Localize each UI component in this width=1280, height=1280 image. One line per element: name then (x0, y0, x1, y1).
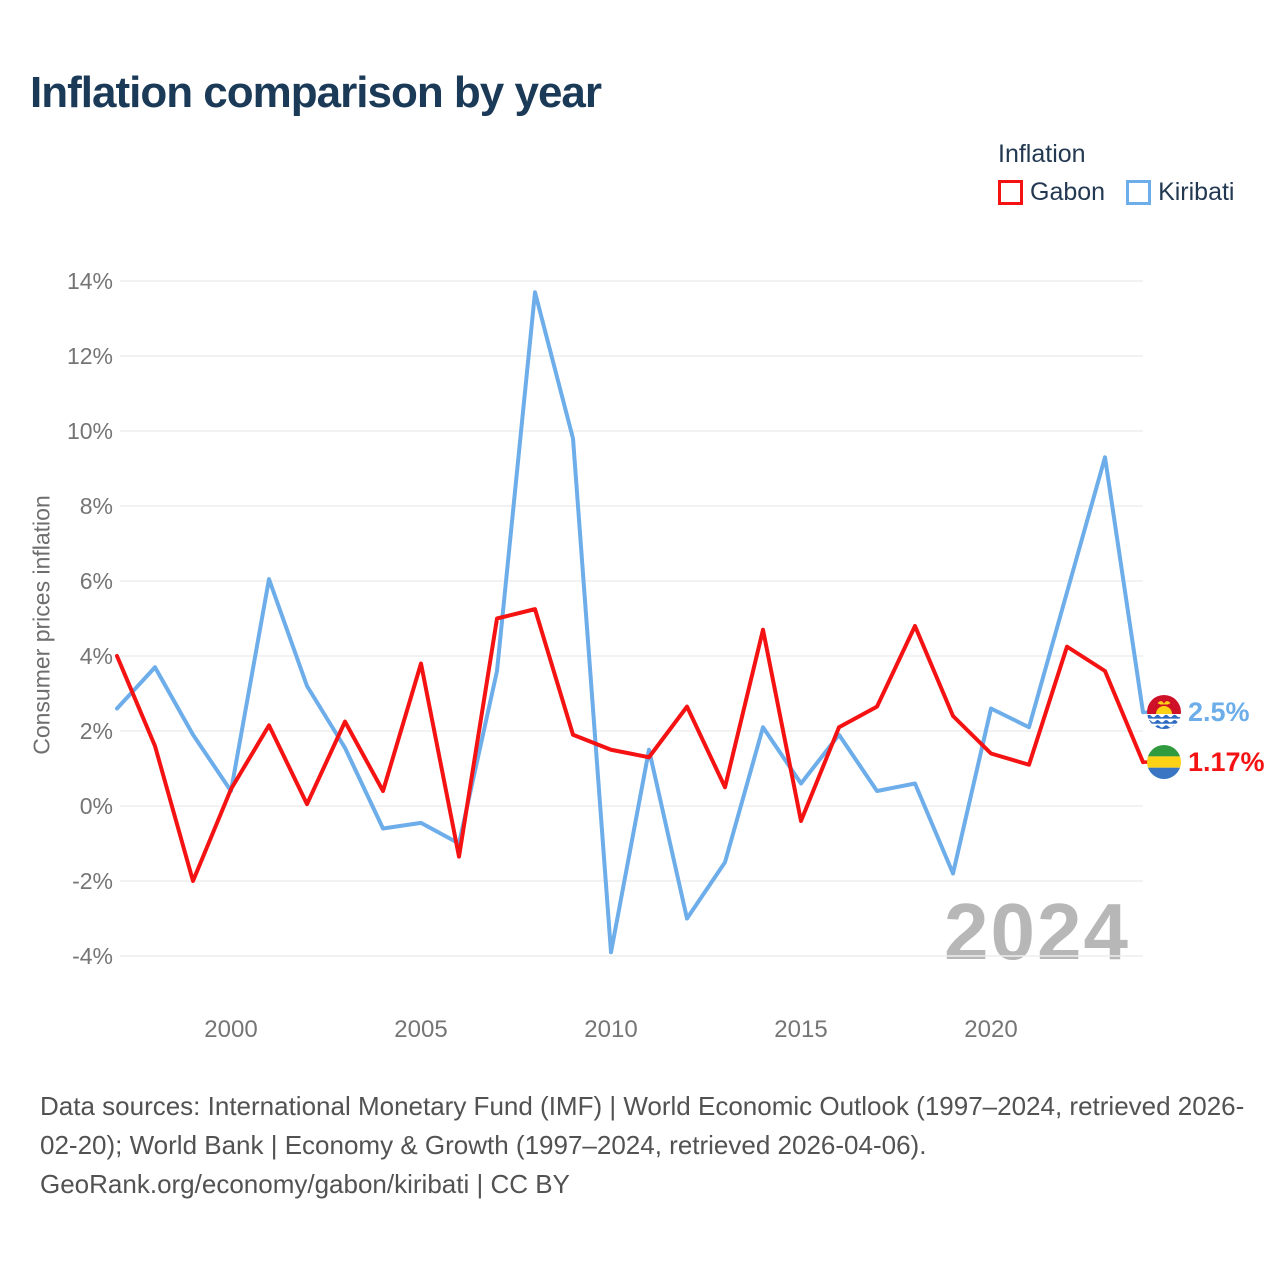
y-axis-tick-label: 6% (79, 568, 113, 594)
y-axis-tick-label: 4% (79, 643, 113, 669)
y-axis-tick-label: 2% (79, 718, 113, 744)
y-axis-tick-label: -4% (72, 943, 113, 969)
attribution-line-1: Data sources: International Monetary Fun… (40, 1091, 1245, 1121)
attribution-line-3: GeoRank.org/economy/gabon/kiribati | CC … (40, 1169, 570, 1199)
y-axis-tick-label: 0% (79, 793, 113, 819)
y-axis-tick-label: 10% (66, 418, 113, 444)
series-lines (115, 290, 1151, 955)
y-axis-tick-label: 14% (66, 268, 113, 294)
x-axis-tick-label: 2005 (394, 1016, 448, 1043)
watermark-year: 2024 (944, 887, 1130, 976)
gabon-line (115, 607, 1145, 883)
gabon-end-value-label: 1.17% (1188, 747, 1265, 778)
attribution-line-2: 02-20); World Bank | Economy & Growth (1… (40, 1130, 927, 1160)
gabon-swatch-icon (998, 180, 1023, 205)
kiribati-line (115, 290, 1145, 955)
attribution-text: Data sources: International Monetary Fun… (40, 1087, 1260, 1204)
legend-item-kiribati: Kiribati (1126, 178, 1234, 207)
legend-title: Inflation (998, 140, 1086, 168)
x-axis-tick-label: 2015 (774, 1016, 828, 1043)
legend-item-gabon: Gabon (998, 178, 1105, 207)
y-axis-tick-label: 8% (79, 493, 113, 519)
x-axis-tick-label: 2000 (204, 1016, 258, 1043)
y-axis-tick-label: 12% (66, 343, 113, 369)
gridlines (120, 280, 1143, 957)
legend: Inflation Gabon Kiribati (998, 140, 1234, 207)
kiribati-end-value-label: 2.5% (1188, 697, 1250, 728)
page-title: Inflation comparison by year (30, 68, 602, 117)
y-axis-tick-label: -2% (72, 868, 113, 894)
kiribati-swatch-icon (1126, 180, 1152, 205)
x-axis-tick-label: 2020 (964, 1016, 1018, 1043)
legend-rows: Gabon Kiribati (998, 178, 1234, 207)
legend-label-gabon: Gabon (1030, 178, 1106, 206)
legend-label-kiribati: Kiribati (1158, 178, 1235, 206)
gabon-flag-icon (1147, 745, 1181, 779)
x-axis-tick-label: 2010 (584, 1016, 638, 1043)
kiribati-flag-icon (1147, 695, 1181, 729)
